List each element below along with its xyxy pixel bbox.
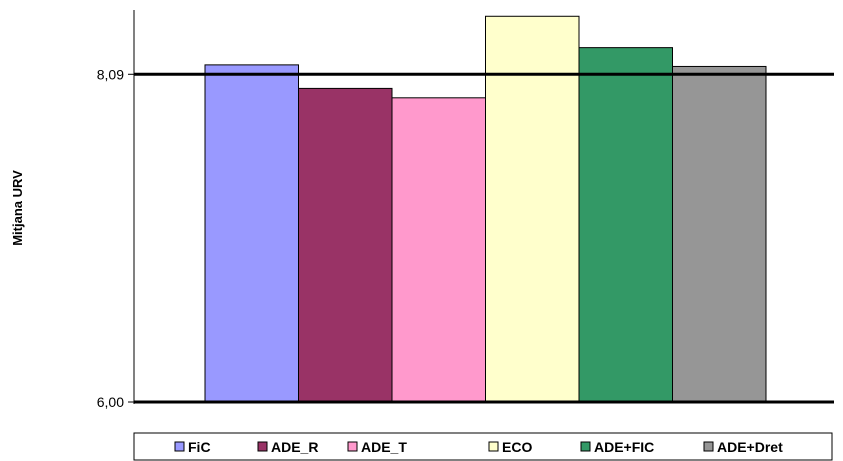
- legend-box: [133, 432, 833, 461]
- legend-swatch-ade-fic: [580, 441, 591, 452]
- bar-ade-r: [298, 87, 393, 403]
- y-tick-label-1: 8,09: [97, 66, 124, 82]
- legend-swatch-ade-dret: [703, 441, 714, 452]
- legend-swatch-ade-t: [347, 441, 358, 452]
- legend-label-eco: ECO: [502, 439, 532, 455]
- bar-ade-fic: [578, 47, 673, 403]
- legend-label-ade-r: ADE_R: [271, 439, 318, 455]
- bar-ade-t: [391, 97, 486, 403]
- y-tick-label-0: 6,00: [97, 394, 124, 410]
- plot-area: [204, 15, 767, 403]
- bar-ade-dret: [672, 65, 767, 403]
- legend-label-ade-fic: ADE+FIC: [594, 439, 654, 455]
- legend-swatch-ade-r: [257, 441, 268, 452]
- bar-eco: [485, 15, 580, 403]
- legend-label-fic: FiC: [188, 439, 211, 455]
- legend-swatch-eco: [488, 441, 499, 452]
- y-axis: 6,00 8,09: [97, 10, 834, 410]
- bar-fic: [204, 64, 299, 403]
- legend: FiC ADE_R ADE_T ECO ADE+FIC ADE+Dret: [133, 432, 833, 461]
- legend-swatch-fic: [174, 441, 185, 452]
- y-axis-title: Mitjana URV: [10, 170, 25, 246]
- legend-label-ade-dret: ADE+Dret: [717, 439, 783, 455]
- legend-label-ade-t: ADE_T: [361, 439, 407, 455]
